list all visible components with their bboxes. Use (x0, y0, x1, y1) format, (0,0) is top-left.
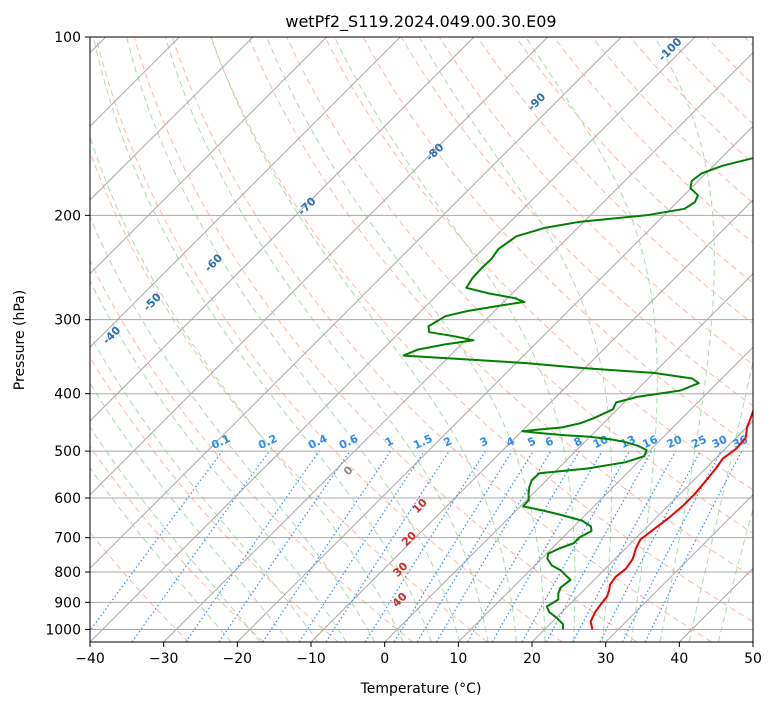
isotherm (236, 125, 753, 642)
mixing-ratio-line (131, 450, 270, 642)
y-tick-label: 200 (54, 208, 81, 224)
dry-adiabat (477, 37, 753, 325)
x-axis-label: Temperature (°C) (360, 681, 482, 697)
dry-adiabat (90, 259, 414, 642)
mixing-ratio-line (90, 450, 223, 632)
moist-adiabat (90, 334, 319, 642)
mixing-ratio-line (325, 450, 450, 642)
isotherm (531, 420, 753, 642)
mixing-ratio-line (572, 450, 677, 642)
moist-adiabat (90, 215, 376, 642)
x-tick-label: −30 (149, 651, 179, 667)
y-axis-label: Pressure (hPa) (12, 290, 28, 390)
moist-adiabat (525, 37, 658, 642)
mixing-ratio-label: 16 (640, 433, 660, 451)
moist-adiabat (717, 506, 753, 642)
x-tick-label: −10 (296, 651, 326, 667)
moist-adiabat (654, 37, 715, 642)
dry-adiabat (629, 37, 753, 165)
isotherm (90, 37, 549, 496)
isotherm (90, 37, 475, 422)
moist-adiabat (334, 37, 576, 642)
mixing-ratio-label: 20 (665, 433, 685, 451)
dry-adiabat (95, 37, 563, 642)
isotherm (90, 37, 254, 201)
plot-frame (89, 36, 754, 643)
moist-adiabat (90, 426, 261, 642)
isotherm (90, 37, 696, 642)
dry-adiabat (400, 37, 753, 407)
isotherm (90, 37, 401, 349)
y-tick-label: 300 (54, 313, 81, 329)
x-tick-label: 0 (380, 651, 389, 667)
moist-adiabat (688, 358, 753, 642)
mixing-ratio-line (185, 450, 320, 642)
x-tick-label: −40 (75, 651, 105, 667)
moist-adiabat (126, 37, 461, 642)
mixing-ratio-label: 25 (689, 433, 708, 451)
dry-adiabat (591, 37, 753, 204)
x-tick-label: 50 (744, 651, 762, 667)
x-tick-label: 30 (597, 651, 615, 667)
y-tick-label: 700 (54, 531, 81, 547)
isotherm (384, 272, 753, 642)
isotherm (605, 493, 753, 642)
moist-adiabat (266, 37, 546, 642)
y-tick-label: 900 (54, 595, 81, 611)
y-tick-label: 400 (54, 387, 81, 403)
dry-adiabat (171, 37, 712, 642)
y-tick-label: 800 (54, 565, 81, 581)
dry-adiabat (90, 445, 264, 642)
moist-adiabat (210, 37, 517, 642)
dry-adiabat (515, 37, 753, 284)
y-tick-label: 500 (54, 444, 81, 460)
moist-adiabat (90, 135, 404, 642)
mixing-ratio-line (393, 450, 513, 642)
dry-adiabat (324, 37, 753, 491)
isotherm (310, 199, 753, 642)
x-tick-label: −20 (223, 651, 253, 667)
isotherm (90, 37, 622, 570)
dry-adiabat (248, 37, 753, 578)
moist-adiabat (90, 467, 232, 642)
temperature-profile (589, 408, 753, 630)
chart-title: wetPf2_S119.2024.049.00.30.E09 (285, 12, 556, 32)
dry-adiabat (210, 37, 753, 623)
moist-adiabat (164, 37, 489, 642)
mixing-ratio-line (521, 450, 631, 642)
dewpoint-profile (402, 157, 753, 630)
y-tick-label: 600 (54, 491, 81, 507)
mixing-ratio-line (491, 450, 603, 642)
mixing-ratio-label: 30 (710, 433, 730, 451)
moist-adiabat (90, 382, 290, 642)
x-tick-label: 10 (449, 651, 467, 667)
y-tick-label: 100 (54, 30, 81, 46)
mixing-ratio-line (218, 450, 351, 642)
dry-adiabat (133, 37, 638, 642)
moist-adiabat (92, 37, 432, 642)
isotherm (90, 37, 328, 275)
y-tick-label: 1000 (45, 622, 81, 638)
mixing-ratio-line (364, 450, 486, 642)
isotherm (457, 346, 753, 642)
mixing-ratio-line (416, 450, 534, 642)
x-tick-label: 40 (670, 651, 688, 667)
x-tick-label: 20 (523, 651, 541, 667)
moist-adiabat (418, 37, 613, 642)
mixing-ratio-line (466, 450, 580, 642)
mixing-ratio-line (545, 450, 653, 642)
